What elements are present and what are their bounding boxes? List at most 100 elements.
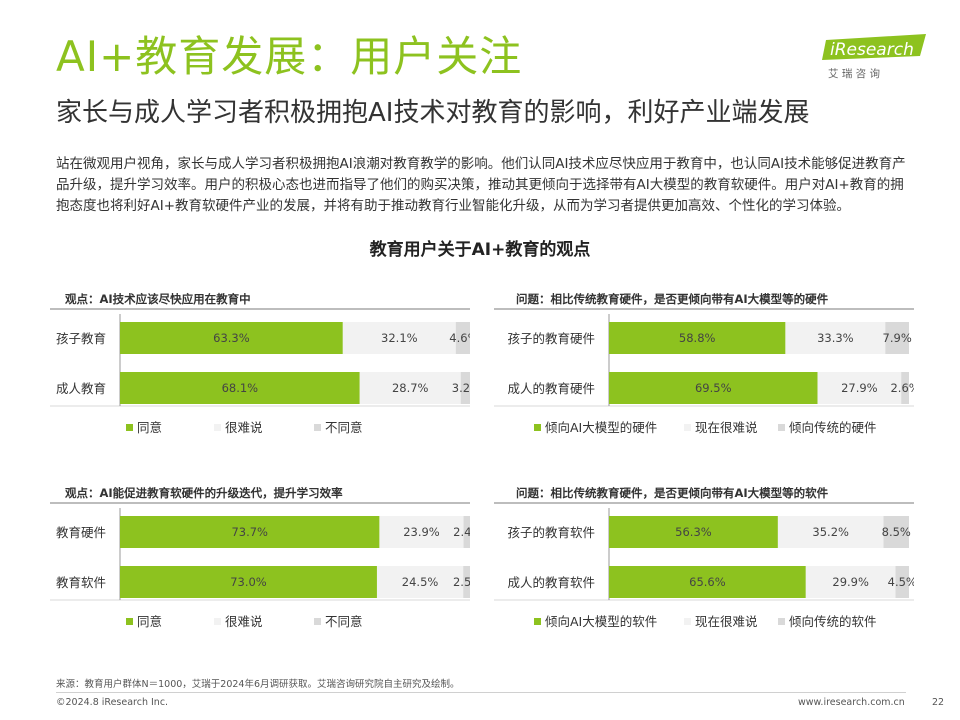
bar-segment xyxy=(120,372,360,404)
legend-label: 倾向AI大模型的硬件 xyxy=(545,420,657,435)
legend-swatch xyxy=(314,424,321,431)
bar-segment xyxy=(455,322,470,354)
category-label: 教育软件 xyxy=(56,575,106,590)
legend-swatch xyxy=(534,424,541,431)
bar-segment xyxy=(885,322,909,354)
data-label: 2.6% xyxy=(890,381,914,395)
bar-segment xyxy=(609,372,818,404)
data-label: 7.9% xyxy=(883,331,912,345)
data-label: 58.8% xyxy=(679,331,716,345)
footer-divider xyxy=(56,692,906,693)
legend-label: 倾向传统的硬件 xyxy=(789,420,877,435)
data-label: 35.2% xyxy=(812,525,849,539)
legend-label: 倾向AI大模型的软件 xyxy=(545,614,657,629)
chart-title: 观点：AI能促进教育软硬件的升级迭代，提升学习效率 xyxy=(65,486,343,500)
category-label: 孩子的教育软件 xyxy=(507,525,595,540)
data-label: 73.0% xyxy=(230,575,267,589)
bar-segment xyxy=(785,322,886,354)
data-label: 69.5% xyxy=(695,381,732,395)
bar-segment xyxy=(777,516,884,548)
logo-text: iResearch xyxy=(830,40,914,60)
legend-swatch xyxy=(214,618,221,625)
category-label: 教育硬件 xyxy=(56,525,106,540)
bar-segment xyxy=(379,516,464,548)
bar-segment xyxy=(460,372,470,404)
category-label: 成人的教育硬件 xyxy=(507,381,595,396)
legend-label: 不同意 xyxy=(325,614,363,629)
category-label: 成人的教育软件 xyxy=(507,575,595,590)
legend-label: 同意 xyxy=(137,614,162,629)
page-number: 22 xyxy=(932,697,945,708)
legend-label: 倾向传统的软件 xyxy=(789,614,877,629)
bar-segment xyxy=(805,566,896,598)
chart-title: 观点：AI技术应该尽快应用在教育中 xyxy=(65,292,251,306)
bar-segment xyxy=(463,566,470,598)
legend-swatch xyxy=(778,424,785,431)
legend-swatch xyxy=(684,424,691,431)
data-label: 33.3% xyxy=(817,331,854,345)
legend-swatch xyxy=(778,618,785,625)
page-subtitle: 家长与成人学习者积极拥抱AI技术对教育的影响，利好产业端发展 xyxy=(56,98,810,128)
legend-swatch xyxy=(126,424,133,431)
legend-label: 很难说 xyxy=(225,614,263,629)
data-label: 63.3% xyxy=(213,331,250,345)
bar-segment xyxy=(120,516,380,548)
intro-paragraph: 站在微观用户视角，家长与成人学习者积极拥抱AI浪潮对教育教学的影响。他们认同AI… xyxy=(56,156,906,214)
data-label: 8.5% xyxy=(882,525,911,539)
category-label: 孩子教育 xyxy=(56,331,106,346)
bar-segment xyxy=(120,566,377,598)
data-label: 29.9% xyxy=(832,575,869,589)
legend-swatch xyxy=(214,424,221,431)
bar-segment xyxy=(901,372,909,404)
bar-segment xyxy=(359,372,461,404)
iresearch-logo: iResearch 艾 瑞 咨 询 xyxy=(820,32,932,84)
page-title: AI+教育发展：用户关注 xyxy=(56,32,523,81)
data-label: 2.4% xyxy=(453,525,470,539)
bar-segment xyxy=(609,322,786,354)
source-note: 来源：教育用户群体N＝1000，艾瑞于2024年6月调研获取。艾瑞咨询研究院自主… xyxy=(56,679,460,690)
data-label: 56.3% xyxy=(675,525,712,539)
data-label: 68.1% xyxy=(222,381,259,395)
data-label: 23.9% xyxy=(403,525,440,539)
data-label: 24.5% xyxy=(402,575,439,589)
bar-segment xyxy=(120,322,343,354)
legend-label: 很难说 xyxy=(225,420,263,435)
copyright: ©2024.8 iResearch Inc. xyxy=(56,697,169,708)
logo-subtext: 艾 瑞 咨 询 xyxy=(828,67,880,80)
legend-label: 现在很难说 xyxy=(695,614,758,629)
legend-swatch xyxy=(314,618,321,625)
legend-swatch xyxy=(684,618,691,625)
bar-segment xyxy=(609,566,806,598)
data-label: 32.1% xyxy=(381,331,418,345)
data-label: 2.5% xyxy=(453,575,470,589)
legend-label: 同意 xyxy=(137,420,162,435)
legend-label: 现在很难说 xyxy=(695,420,758,435)
bar-segment xyxy=(883,516,909,548)
category-label: 孩子的教育硬件 xyxy=(507,331,595,346)
data-label: 73.7% xyxy=(231,525,268,539)
bar-segment xyxy=(609,516,778,548)
bar-segment xyxy=(463,516,470,548)
data-label: 3.2% xyxy=(452,381,470,395)
data-label: 4.6% xyxy=(449,331,470,345)
chart-title: 问题：相比传统教育硬件，是否更倾向带有AI大模型等的软件 xyxy=(516,486,829,500)
legend-swatch xyxy=(534,618,541,625)
chart-title: 问题：相比传统教育硬件，是否更倾向带有AI大模型等的硬件 xyxy=(516,292,829,306)
bar-segment xyxy=(376,566,464,598)
legend-label: 不同意 xyxy=(325,420,363,435)
bar-segment xyxy=(895,566,909,598)
data-label: 4.5% xyxy=(888,575,914,589)
bar-segment xyxy=(342,322,456,354)
data-label: 65.6% xyxy=(689,575,726,589)
category-label: 成人教育 xyxy=(56,381,106,396)
data-label: 27.9% xyxy=(841,381,878,395)
main-chart-title: 教育用户关于AI+教育的观点 xyxy=(369,240,591,260)
legend-swatch xyxy=(126,618,133,625)
data-label: 28.7% xyxy=(392,381,429,395)
footer-url: www.iresearch.com.cn xyxy=(798,697,905,708)
bar-segment xyxy=(817,372,902,404)
